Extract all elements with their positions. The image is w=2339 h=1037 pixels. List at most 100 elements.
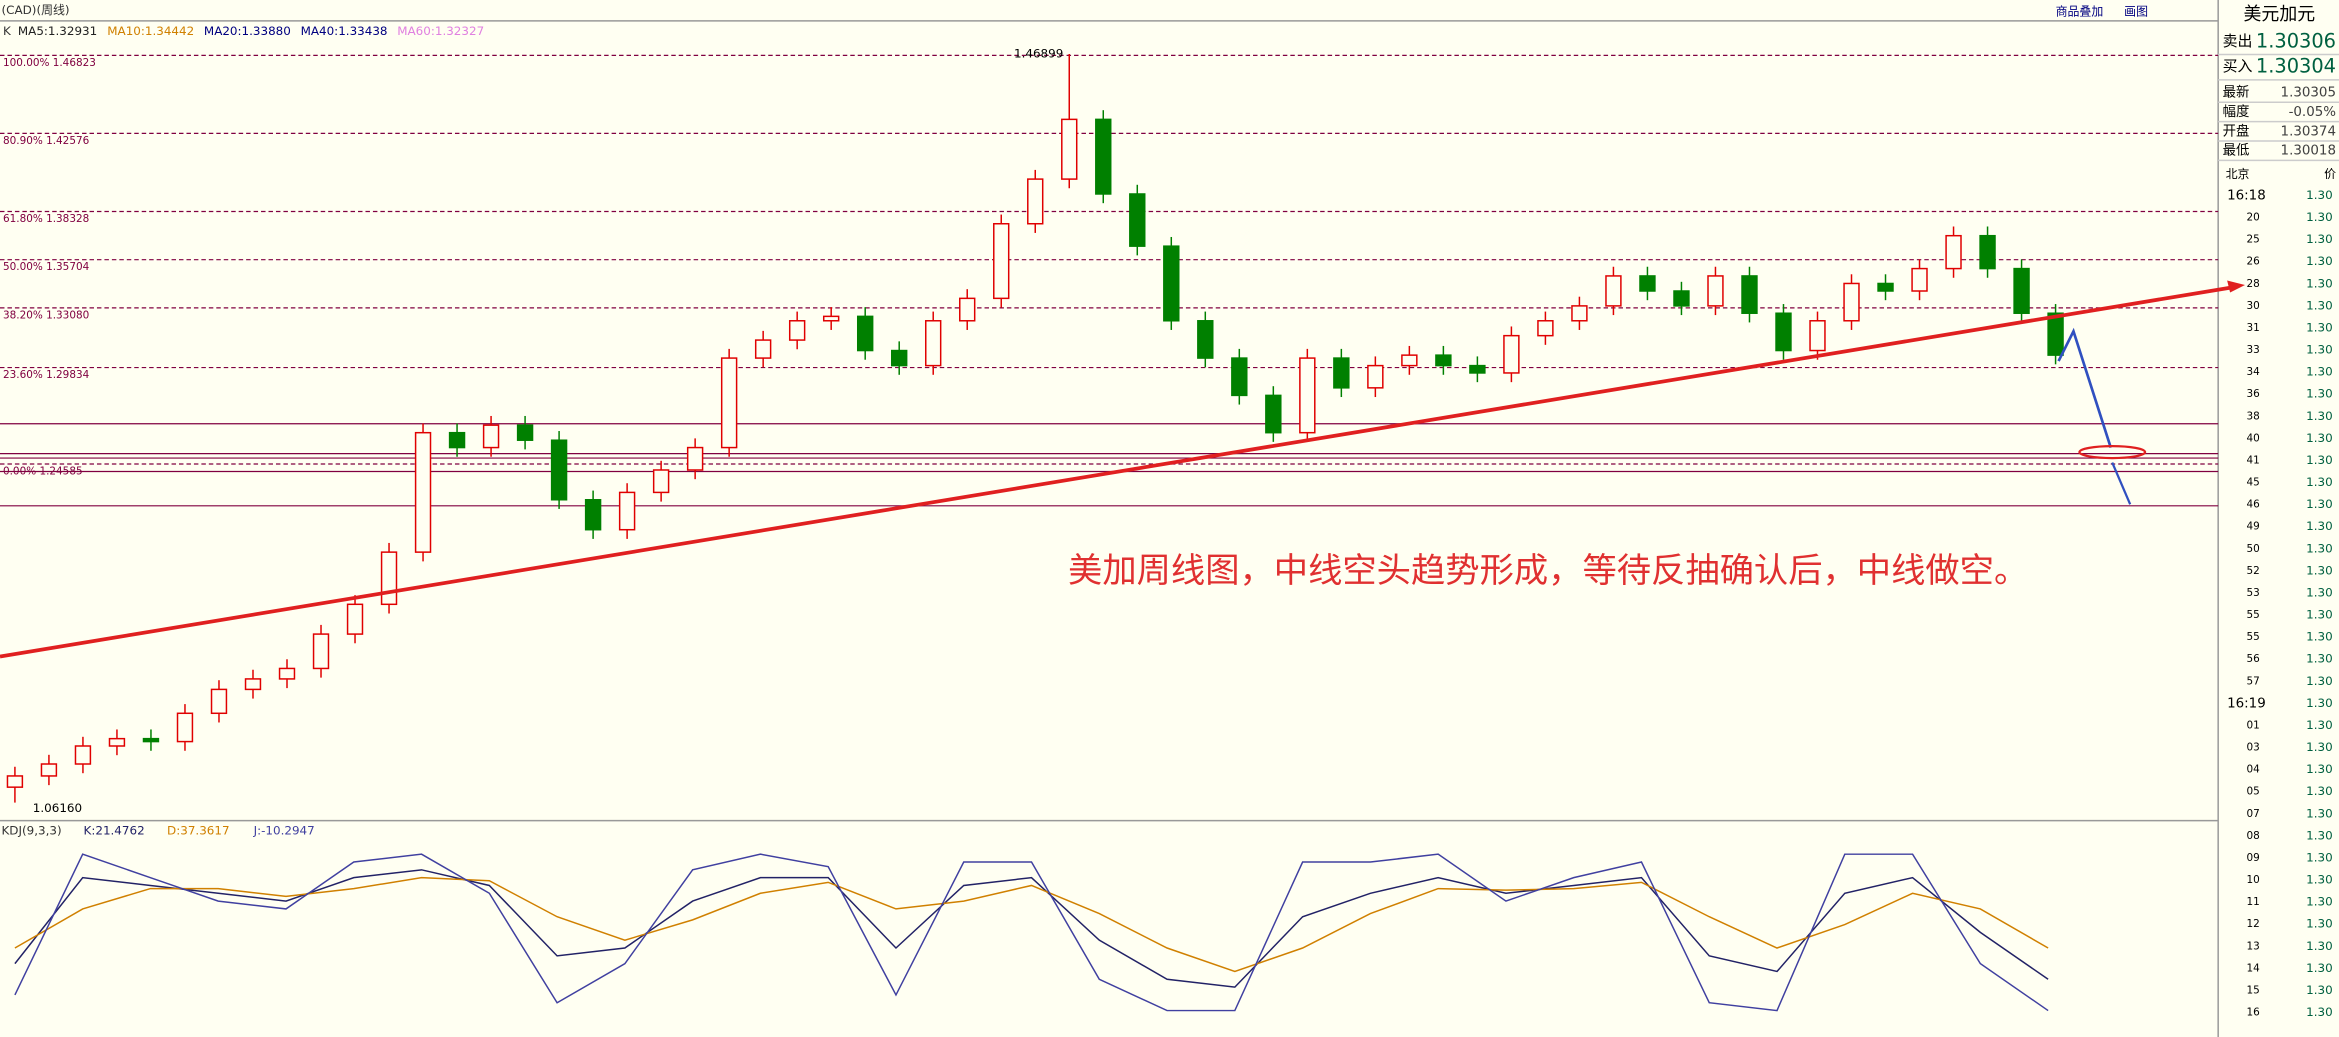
tick-time: 33	[2247, 344, 2260, 356]
tick-price: 1.30	[2306, 850, 2333, 864]
tick-price: 1.30	[2306, 630, 2333, 644]
candle-body	[720, 357, 738, 449]
tick-price: 1.30	[2306, 740, 2333, 754]
candle-body	[925, 320, 942, 367]
tick-price: 1.30	[2306, 431, 2333, 445]
tick-time: 14	[2247, 962, 2261, 974]
candle-body	[1605, 275, 1622, 307]
ma-label: MA10:1.34442	[107, 24, 194, 38]
candle-body	[2047, 312, 2064, 356]
candle-body	[1265, 394, 1282, 434]
kdj-panel: KDJ(9,3,3) K:21.4762 D:37.3617 J:-10.2947	[1, 824, 2049, 1012]
trend-line	[0, 284, 2238, 659]
tick-price: 1.30	[2306, 320, 2333, 334]
candle-body	[550, 439, 568, 501]
tick-time: 56	[2247, 653, 2260, 665]
kdj-value: D:37.3617	[167, 824, 229, 838]
ma-label: MA5:1.32931	[18, 24, 97, 38]
candle-body	[1673, 290, 1690, 307]
quote-label: 买入	[2223, 57, 2253, 75]
tick-price: 1.30	[2306, 585, 2333, 599]
tick-time: 16	[2247, 1007, 2260, 1019]
tick-price: 1.30	[2306, 563, 2333, 577]
candle-body	[482, 424, 500, 449]
button[interactable]: 商品叠加	[2056, 4, 2104, 18]
candle-body	[1537, 320, 1554, 337]
header-title: (CAD)(周线)	[1, 3, 69, 17]
candle-body	[6, 775, 24, 788]
trend-arrow	[2227, 280, 2246, 293]
candle-body	[108, 737, 126, 747]
candle-body	[1741, 275, 1758, 314]
candle-body	[1877, 282, 1894, 292]
ma-label: MA60:1.32327	[397, 24, 484, 38]
tick-price: 1.30	[2306, 917, 2333, 931]
candle-body	[1435, 354, 1452, 367]
candle-body	[618, 491, 636, 531]
tick-time: 41	[2247, 454, 2260, 466]
fib-label: 61.80% 1.38328	[3, 213, 89, 225]
candle-body	[2013, 267, 2030, 314]
candle-body	[1231, 357, 1248, 397]
header-prefix: K	[3, 24, 12, 38]
candle-body	[448, 431, 466, 449]
candle-body	[788, 320, 806, 341]
candle-body	[1163, 245, 1180, 322]
tick-time: 49	[2247, 521, 2260, 533]
candle-body	[1095, 118, 1112, 195]
candle-body	[74, 745, 92, 765]
fib-label: 38.20% 1.33080	[3, 309, 89, 321]
kdj-line	[14, 853, 2049, 1012]
tick-time: 09	[2247, 852, 2260, 864]
candle-body	[210, 688, 228, 715]
candle-body	[244, 678, 262, 691]
candle-body	[584, 499, 602, 531]
kdj-title: KDJ(9,3,3)	[1, 824, 61, 838]
candle-body	[1367, 364, 1384, 389]
candle-body	[1129, 193, 1146, 247]
quote-title: 美元加元	[2244, 4, 2316, 25]
candle-body	[1639, 275, 1656, 292]
tick-time: 01	[2247, 719, 2260, 731]
tick-time: 16:19	[2227, 696, 2266, 711]
tick-price: 1.30	[2306, 1005, 2333, 1019]
tick-time: 45	[2247, 477, 2260, 489]
ticks-header: 价	[2324, 167, 2336, 181]
tick-time: 26	[2247, 256, 2260, 268]
price-panel: 100.00% 1.46823 80.90% 1.42576 61.80% 1.38…	[0, 46, 2219, 815]
tick-time: 52	[2247, 565, 2260, 577]
tick-price: 1.30	[2306, 939, 2333, 953]
button[interactable]: 画图	[2124, 4, 2148, 18]
tick-time: 12	[2247, 918, 2260, 930]
tick-price: 1.30	[2306, 409, 2333, 423]
candle-body	[959, 297, 976, 322]
tick-price: 1.30	[2306, 519, 2333, 533]
tick-time: 08	[2247, 830, 2260, 842]
tick-time: 04	[2247, 764, 2261, 776]
candle-body	[686, 446, 704, 471]
tick-time: 57	[2247, 675, 2260, 687]
tick-price: 1.30	[2306, 961, 2333, 975]
tick-time: 20	[2247, 212, 2260, 224]
candle-body	[1401, 354, 1418, 367]
annotation: 美加周线图，中线空头趋势形成，等待反抽确认后，中线做空。	[1068, 551, 2028, 591]
candle-body	[1503, 334, 1520, 374]
kdj-line	[14, 869, 2049, 988]
candle-body	[142, 737, 160, 743]
tick-time: 03	[2247, 742, 2260, 754]
tick-time: 38	[2247, 410, 2260, 422]
candle-body	[652, 469, 670, 494]
kdj-value: J:-10.2947	[253, 824, 315, 838]
quote-value: 1.30374	[2281, 124, 2336, 139]
tick-price: 1.30	[2306, 387, 2333, 401]
fib-label: 100.00% 1.46823	[3, 57, 96, 69]
tick-price: 1.30	[2306, 983, 2333, 997]
tick-time: 07	[2247, 808, 2260, 820]
kdj-value: K:21.4762	[84, 824, 145, 838]
tick-time: 46	[2247, 499, 2260, 511]
tick-time: 34	[2247, 366, 2261, 378]
tick-price: 1.30	[2306, 343, 2333, 357]
tick-time: 31	[2247, 322, 2260, 334]
